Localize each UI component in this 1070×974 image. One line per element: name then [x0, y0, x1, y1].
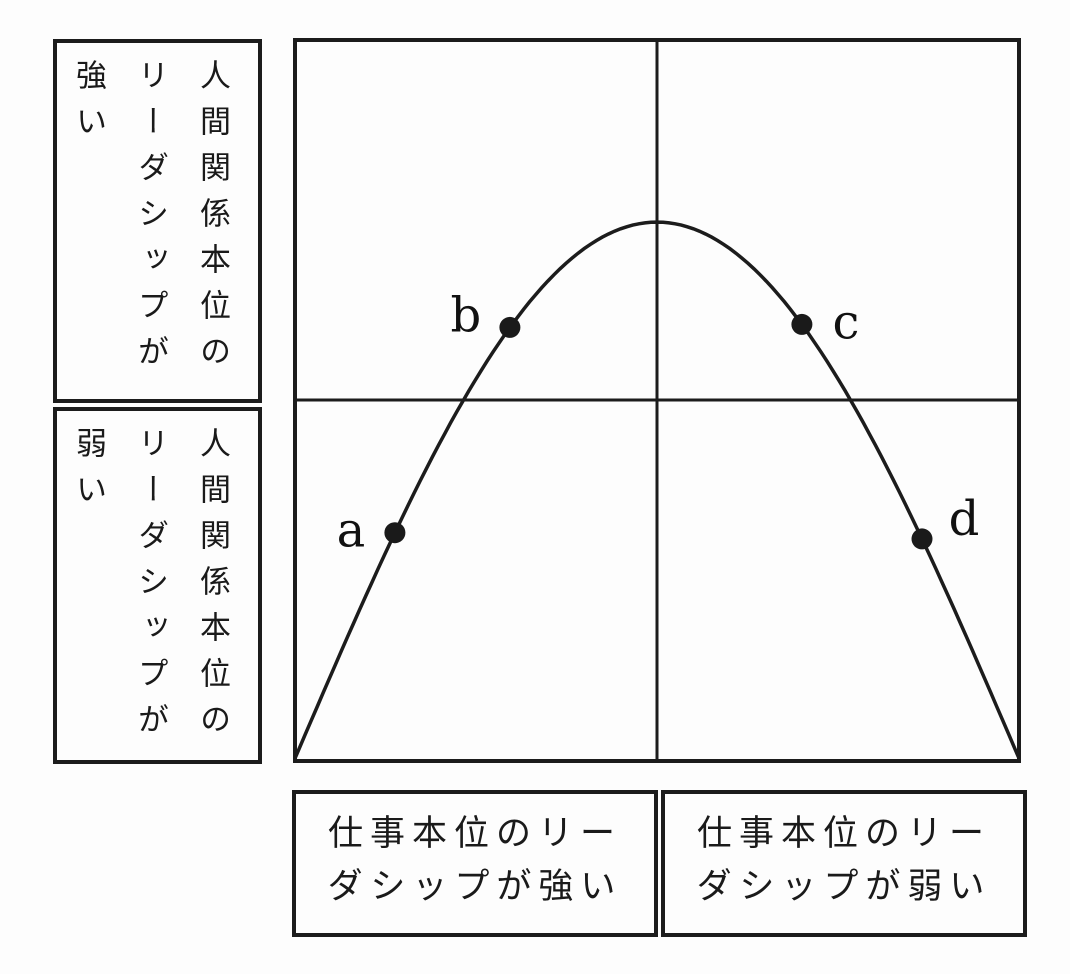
y-axis-label-bottom: 人間関係本位の リーダシップが 弱い: [70, 427, 230, 749]
y-axis-label-box-top: 人間関係本位の リーダシップが 強い: [53, 39, 262, 403]
y-axis-label-box-bottom: 人間関係本位の リーダシップが 弱い: [53, 407, 262, 764]
quadrant-plot: a b c d: [291, 38, 1023, 765]
curve-point-label-c: c: [832, 294, 859, 350]
x-axis-label-box-right: 仕事本位のリー ダシップが弱い: [661, 790, 1027, 937]
curve-point-a: [384, 522, 406, 544]
curve-point-label-a: a: [337, 503, 366, 559]
curve-point-d: [911, 528, 933, 550]
curve-points: a b c d: [337, 287, 980, 558]
quadrant-plot-svg: a b c d: [291, 38, 1023, 765]
x-axis-label-right: 仕事本位のリー ダシップが弱い: [696, 814, 992, 907]
x-axis-label-left: 仕事本位のリー ダシップが強い: [327, 814, 623, 907]
curve-point-label-b: b: [451, 287, 482, 343]
y-axis-label-top: 人間関係本位の リーダシップが 強い: [70, 59, 230, 381]
x-axis-label-box-left: 仕事本位のリー ダシップが強い: [292, 790, 658, 937]
leadership-curve: [291, 220, 1023, 765]
curve-point-b: [499, 316, 521, 338]
curve-point-c: [791, 313, 813, 335]
curve-point-label-d: d: [949, 491, 980, 547]
